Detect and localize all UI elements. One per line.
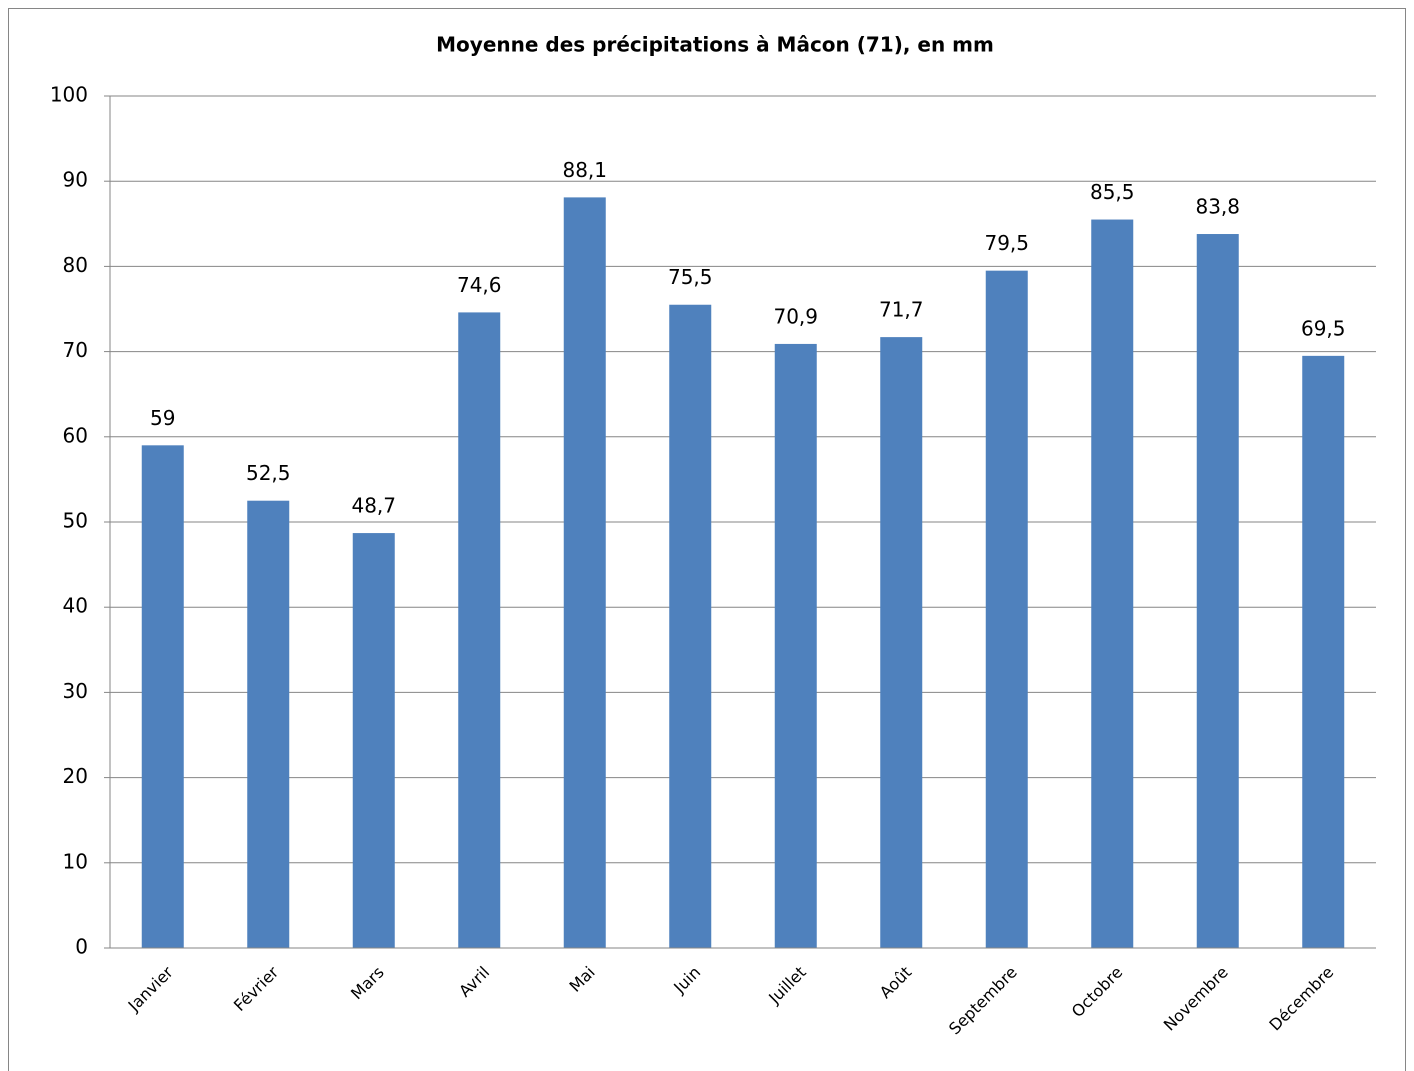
y-tick-label: 20 — [63, 764, 88, 788]
chart-title: Moyenne des précipitations à Mâcon (71),… — [436, 33, 994, 57]
data-label: 85,5 — [1090, 180, 1135, 204]
data-label: 59 — [150, 406, 175, 430]
data-label: 71,7 — [879, 298, 924, 322]
bar — [774, 343, 817, 948]
y-tick-label: 10 — [63, 849, 88, 873]
data-label: 79,5 — [984, 231, 1029, 255]
data-label: 69,5 — [1301, 316, 1346, 340]
y-tick-label: 40 — [63, 594, 88, 618]
data-label: 75,5 — [668, 265, 713, 289]
bar — [1196, 234, 1239, 949]
bar — [352, 533, 395, 948]
y-tick-label: 90 — [63, 168, 88, 192]
data-label: 48,7 — [351, 494, 396, 518]
bar — [1091, 219, 1134, 949]
bar — [141, 445, 184, 948]
y-tick-label: 70 — [63, 338, 88, 362]
y-tick-label: 80 — [63, 253, 88, 277]
y-tick-label: 30 — [63, 679, 88, 703]
bar — [458, 312, 501, 949]
y-tick-label: 50 — [63, 509, 88, 533]
y-tick-label: 100 — [50, 83, 88, 107]
data-label: 70,9 — [773, 304, 818, 328]
bar — [880, 337, 923, 949]
data-label: 88,1 — [562, 158, 607, 182]
data-label: 83,8 — [1195, 195, 1240, 219]
bar — [247, 500, 290, 948]
bar — [985, 270, 1028, 948]
bar — [1302, 355, 1345, 948]
data-label: 74,6 — [457, 273, 502, 297]
bar — [669, 304, 712, 948]
y-tick-label: 60 — [63, 423, 88, 447]
y-tick-label: 0 — [75, 935, 88, 959]
data-label: 52,5 — [246, 461, 291, 485]
bar — [563, 197, 606, 948]
